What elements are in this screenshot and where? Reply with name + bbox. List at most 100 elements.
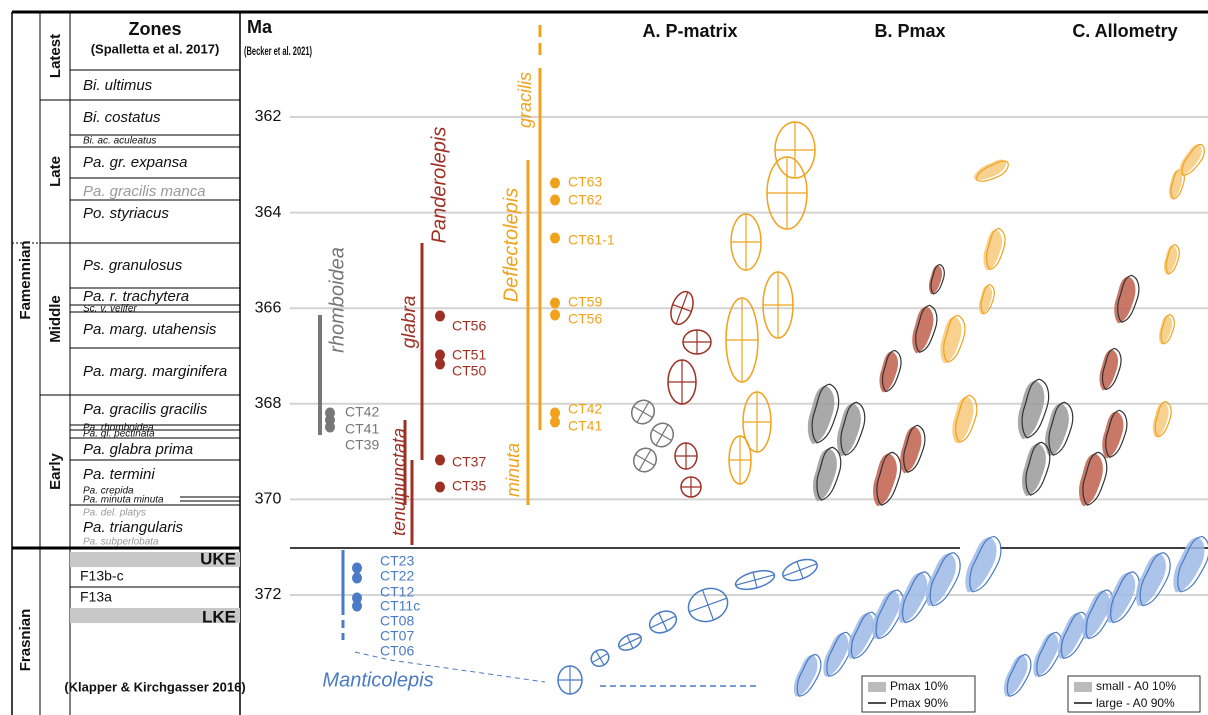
sample-label: CT35 [452,478,486,494]
axis [675,291,689,325]
zone-label: Pa. triangularis [83,519,184,536]
shape-outline [1021,378,1050,439]
shape-fill [983,229,1003,271]
legend-label: small - A0 10% [1096,679,1176,693]
substage-label: Late [47,156,64,187]
matrix-ellipse [590,648,610,668]
matrix-ellipse [762,271,794,339]
shape-outline [985,227,1006,271]
element-shape [973,159,1009,182]
sample-dot [435,454,445,466]
shape-fill [1179,144,1202,175]
sample-label: CT06 [380,643,414,659]
event-band [70,552,240,567]
axis [701,589,715,621]
sample-label: CT42 [345,404,379,420]
shape-fill [898,572,928,624]
axis [638,449,652,471]
element-shape [1102,409,1128,459]
shape-outline [943,314,966,364]
zone-label: Pa. termini [83,466,155,483]
lineage-label: minuta [503,443,523,497]
shape-fill [1003,654,1028,697]
shape-outline [1105,409,1128,459]
shape-fill [965,537,997,593]
lineage-label: tenuipunctata [389,428,409,536]
element-shape [813,446,842,502]
element-shape [952,394,978,444]
shape-fill [1017,380,1045,440]
shape-outline [1170,168,1185,200]
matrix-ellipse [725,297,759,383]
sample-label: CT41 [345,421,379,437]
shape-outline [1048,401,1074,456]
element-shape [1079,451,1108,507]
sample-dot [352,592,362,604]
lineage-label: gracilis [515,72,535,128]
ma-source: (Becker et al. 2021) [244,44,312,58]
shape-fill [1102,411,1124,459]
shape-outline [1139,552,1171,607]
shape-outline [840,401,866,456]
sample-label: CT56 [452,318,486,334]
sample-dot [550,407,560,419]
shape-outline [929,552,961,607]
matrix-ellipse [617,633,643,651]
shape-outline [1177,535,1208,593]
element-shape [928,263,945,295]
element-shape [1003,653,1032,697]
shape-outline [903,424,926,474]
shape-outline [1160,313,1175,345]
sample-dot [550,297,560,309]
element-shape [900,424,926,474]
substage-label: Early [47,452,64,489]
sample-dot [550,309,560,321]
axis [655,424,669,446]
zone-label: Po. styriacus [83,205,169,222]
sample-dot [352,562,362,574]
shape-fill [1099,349,1119,391]
legend-label: Pmax 10% [890,679,948,693]
shape-fill [1173,537,1205,593]
axis [595,650,605,666]
matrix-ellipse [667,359,697,405]
axis [636,401,650,423]
shape-fill [973,159,1006,180]
axis [752,572,758,588]
matrix-ellipse [728,435,752,485]
matrix-ellipse [730,213,762,271]
sample-dot [550,194,560,206]
lineage-label: Panderolepis [428,127,450,244]
shape-outline [1165,243,1180,275]
legend-swatch [1074,682,1092,692]
shape-fill [1045,403,1069,457]
element-shape [1152,400,1172,438]
shape-fill [900,426,922,474]
sample-dot [435,358,445,370]
lineage-label: rhomboidea [326,247,348,353]
axis [626,635,634,649]
zone-label: Pa. gracilis manca [83,183,206,200]
sample-dot [435,349,445,361]
shape-outline [1181,143,1205,176]
shape-fill [847,612,874,659]
ma-tick-label: 366 [255,299,282,316]
shape-outline [881,349,902,393]
shape-outline [1006,653,1032,697]
element-shape [793,653,822,697]
shape-outline [969,535,1002,593]
shape-fill [1057,612,1084,659]
element-shape [1114,274,1140,324]
lineage-label: Deflectolepis [500,188,522,303]
shape-outline [1117,274,1140,324]
sample-label: CT12 [380,584,414,600]
element-shape [1173,535,1208,593]
shape-outline [816,446,842,501]
sample-label: CT39 [345,437,379,453]
element-shape [1045,401,1074,457]
event-band [70,608,240,623]
sample-label: CT42 [568,401,602,417]
sample-label: CT22 [380,568,414,584]
shape-fill [837,403,861,457]
shape-outline [955,394,978,444]
